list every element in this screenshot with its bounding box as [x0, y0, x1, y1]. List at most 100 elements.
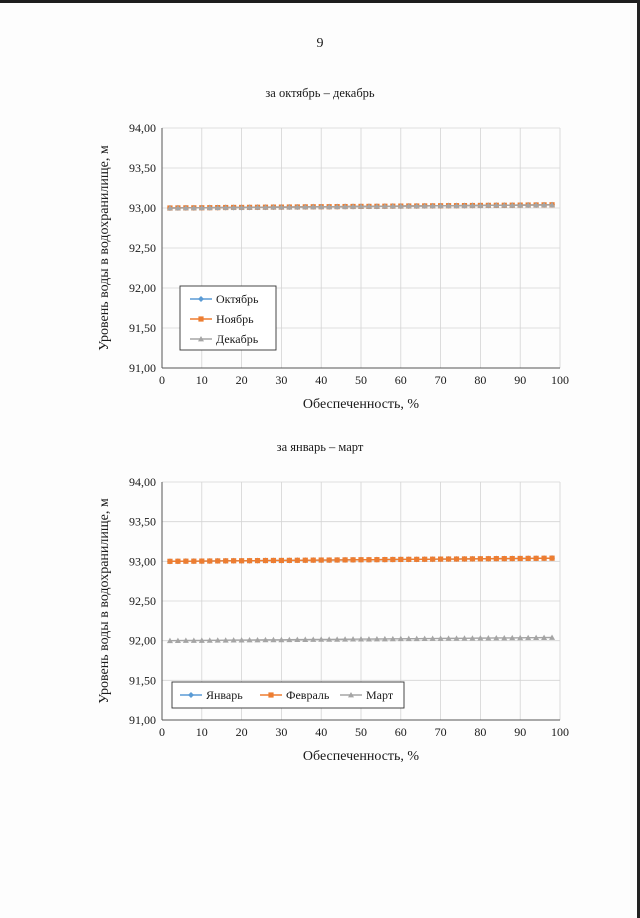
data-point — [246, 558, 253, 564]
data-point — [350, 636, 357, 642]
data-point — [509, 634, 516, 641]
chart-jan-mar: 0 10 20 30 40 50 60 70 80 90 100 91,00 91,50 92,00 92,… — [97, 475, 569, 764]
y-axis-title: Уровень воды в водохранилище, м — [97, 145, 112, 351]
data-point — [270, 557, 277, 564]
data-point — [461, 556, 468, 562]
data-point — [182, 637, 189, 643]
data-point — [286, 636, 293, 643]
series-2 — [167, 555, 555, 564]
data-point — [421, 635, 428, 642]
x-tick-label: 20 — [236, 725, 248, 739]
data-point — [222, 637, 229, 643]
data-point — [207, 558, 213, 564]
data-point — [358, 203, 364, 209]
data-point — [469, 556, 476, 562]
y-tick-label: 92,00 — [129, 634, 156, 648]
data-point — [461, 635, 468, 641]
data-point — [310, 203, 317, 210]
data-point — [525, 202, 532, 208]
x-tick-label: 0 — [159, 373, 165, 387]
data-point — [485, 635, 492, 641]
data-point — [430, 556, 436, 562]
data-point — [358, 557, 364, 563]
data-point — [318, 636, 325, 642]
y-axis-title: Уровень воды в водохранилище, м — [97, 498, 112, 704]
data-point — [477, 556, 483, 562]
x-tick-label: 100 — [551, 373, 569, 387]
data-point — [198, 204, 205, 211]
x-tick-label: 40 — [315, 725, 327, 739]
data-point — [214, 637, 221, 643]
data-point — [509, 555, 515, 562]
data-point — [239, 558, 245, 564]
data-point — [509, 202, 516, 208]
data-point — [191, 558, 197, 564]
data-point — [254, 204, 261, 210]
data-point — [389, 203, 396, 209]
data-point — [326, 557, 332, 563]
x-tick-label: 70 — [435, 725, 447, 739]
data-point — [398, 556, 404, 563]
data-point — [438, 556, 444, 562]
data-point — [422, 556, 428, 562]
data-point — [262, 636, 269, 643]
legend-box — [171, 681, 405, 709]
data-point — [373, 203, 380, 209]
data-point — [334, 557, 340, 563]
data-point — [270, 204, 277, 210]
data-point — [222, 204, 229, 210]
data-point — [286, 204, 293, 210]
data-point — [445, 635, 452, 641]
data-point — [397, 203, 404, 209]
data-point — [326, 203, 333, 210]
data-point — [413, 203, 420, 209]
series-3 — [166, 201, 556, 211]
y-tick-label: 93,50 — [129, 515, 156, 529]
data-point — [525, 634, 532, 641]
x-tick-label: 60 — [395, 373, 407, 387]
data-point — [238, 204, 245, 210]
data-point — [238, 637, 245, 643]
data-point — [223, 558, 229, 564]
data-point — [246, 204, 253, 210]
data-point — [541, 201, 548, 208]
data-point — [397, 635, 404, 642]
x-tick-label: 90 — [514, 373, 526, 387]
data-point — [525, 555, 531, 561]
legend-label: Октябрь — [216, 292, 259, 306]
data-point — [302, 636, 309, 642]
data-point — [533, 634, 540, 641]
data-point — [342, 636, 349, 642]
data-point — [453, 556, 460, 562]
data-point — [198, 637, 205, 643]
data-point — [381, 635, 388, 642]
data-point — [501, 556, 507, 562]
legend-label: Ноябрь — [216, 312, 254, 326]
x-tick-label: 10 — [196, 725, 208, 739]
data-point — [342, 557, 348, 563]
x-tick-label: 70 — [435, 373, 447, 387]
data-point — [382, 556, 388, 563]
data-point — [517, 634, 524, 641]
chart-title-jan-mar: за январь – март — [276, 440, 364, 454]
x-tick-label: 100 — [551, 725, 569, 739]
data-point — [318, 557, 324, 563]
data-point — [445, 202, 452, 209]
data-point — [350, 557, 356, 563]
data-point — [342, 203, 349, 209]
data-point — [199, 558, 205, 564]
data-point — [350, 203, 357, 209]
legend-marker — [198, 316, 204, 322]
data-point — [501, 202, 508, 208]
x-axis-title: Обеспеченность, % — [303, 749, 419, 764]
x-tick-label: 10 — [196, 373, 208, 387]
legend-label: Февраль — [286, 688, 330, 702]
data-point — [262, 204, 269, 210]
data-point — [334, 636, 341, 642]
data-point — [182, 204, 189, 211]
data-point — [167, 558, 173, 564]
data-point — [270, 636, 277, 643]
legend-marker — [198, 296, 204, 302]
x-tick-label: 50 — [355, 373, 367, 387]
data-point — [493, 634, 500, 641]
